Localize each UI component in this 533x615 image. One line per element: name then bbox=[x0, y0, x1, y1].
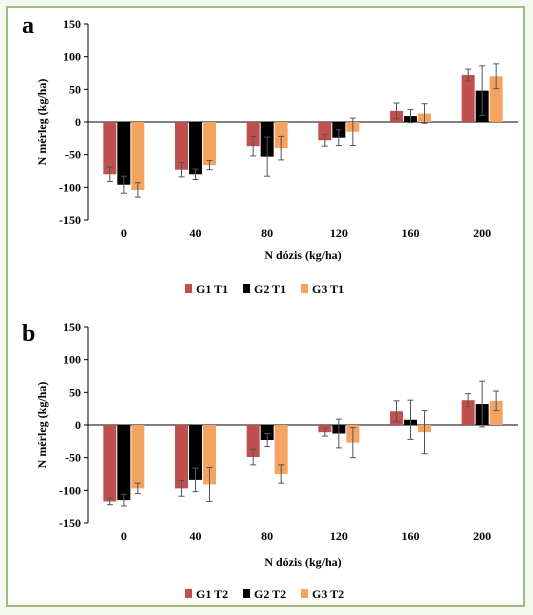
bar bbox=[260, 425, 274, 441]
y-tick-label: 100 bbox=[63, 50, 81, 64]
y-tick-label: 50 bbox=[69, 385, 81, 399]
panel-letter: b bbox=[22, 321, 35, 347]
bar bbox=[131, 122, 145, 190]
bar bbox=[489, 400, 503, 425]
y-axis-title: N mérleg (kg/ha) bbox=[35, 382, 49, 469]
y-tick-label: -150 bbox=[59, 516, 81, 530]
legend-swatch bbox=[301, 284, 308, 293]
legend-label: G3 T1 bbox=[312, 282, 344, 296]
y-tick-label: 0 bbox=[75, 115, 81, 129]
bar bbox=[489, 76, 503, 122]
y-tick-label: 150 bbox=[63, 320, 81, 334]
x-tick-label: 160 bbox=[402, 226, 420, 240]
bar bbox=[203, 425, 216, 485]
x-tick-label: 40 bbox=[190, 226, 202, 240]
bar bbox=[175, 425, 188, 489]
legend-swatch bbox=[243, 589, 250, 598]
x-tick-label: 120 bbox=[330, 529, 348, 543]
bar bbox=[461, 74, 475, 122]
bar bbox=[189, 425, 202, 480]
y-tick-label: -150 bbox=[59, 213, 81, 227]
x-tick-label: 0 bbox=[121, 226, 127, 240]
bar bbox=[274, 122, 288, 149]
legend-swatch bbox=[243, 284, 250, 293]
x-axis-title: N dózis (kg/ha) bbox=[264, 248, 341, 262]
bar bbox=[318, 122, 332, 141]
x-axis-title: N dózis (kg/ha) bbox=[264, 555, 341, 569]
legend-label: G2 T2 bbox=[254, 587, 286, 601]
bar bbox=[246, 425, 260, 458]
x-tick-label: 0 bbox=[121, 529, 127, 543]
legend-swatch bbox=[185, 589, 192, 598]
legend-label: G3 T2 bbox=[312, 587, 344, 601]
y-axis-title: N mérleg (kg/ha) bbox=[35, 79, 49, 166]
bar bbox=[117, 122, 131, 185]
x-tick-label: 80 bbox=[261, 529, 273, 543]
legend-swatch bbox=[185, 284, 192, 293]
bar bbox=[203, 122, 216, 166]
bar bbox=[103, 425, 117, 502]
bar bbox=[189, 122, 202, 175]
y-tick-label: -50 bbox=[65, 451, 81, 465]
panel-letter: a bbox=[22, 13, 34, 39]
legend-label: G2 T1 bbox=[254, 282, 286, 296]
bar bbox=[131, 425, 145, 489]
bar bbox=[175, 122, 188, 170]
x-tick-label: 200 bbox=[473, 226, 491, 240]
x-tick-label: 160 bbox=[402, 529, 420, 543]
y-tick-label: -50 bbox=[65, 148, 81, 162]
bar bbox=[117, 425, 131, 501]
x-tick-label: 200 bbox=[473, 529, 491, 543]
x-tick-label: 120 bbox=[330, 226, 348, 240]
bar bbox=[246, 122, 260, 147]
bar bbox=[274, 425, 288, 474]
y-tick-label: 100 bbox=[63, 353, 81, 367]
x-tick-label: 40 bbox=[190, 529, 202, 543]
y-tick-label: -100 bbox=[59, 483, 81, 497]
y-tick-label: 0 bbox=[75, 418, 81, 432]
legend-swatch bbox=[301, 589, 308, 598]
legend-label: G1 T1 bbox=[196, 282, 228, 296]
y-tick-label: 50 bbox=[69, 82, 81, 96]
legend-label: G1 T2 bbox=[196, 587, 228, 601]
x-tick-label: 80 bbox=[261, 226, 273, 240]
y-tick-label: 150 bbox=[63, 17, 81, 31]
bar bbox=[461, 400, 475, 425]
figure-frame bbox=[6, 6, 525, 607]
bar bbox=[103, 122, 117, 175]
y-tick-label: -100 bbox=[59, 180, 81, 194]
